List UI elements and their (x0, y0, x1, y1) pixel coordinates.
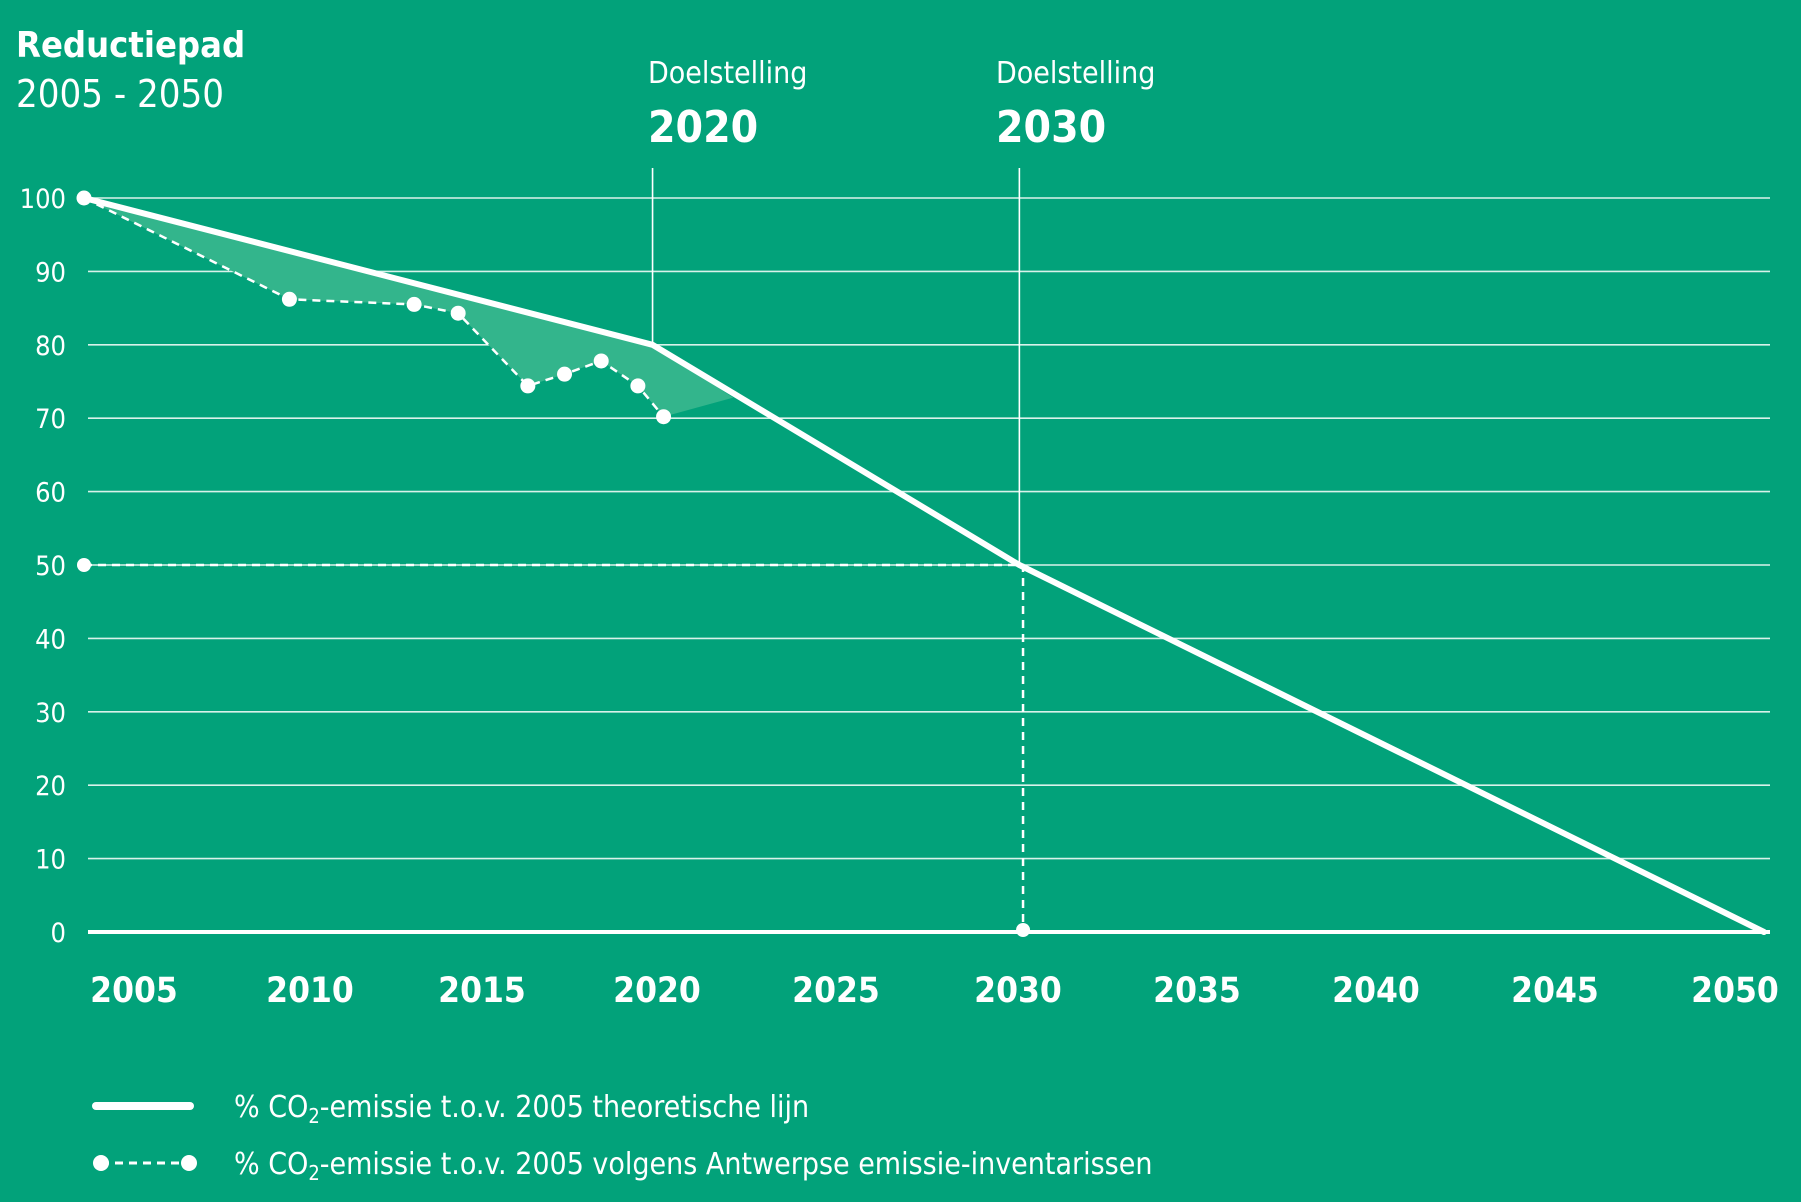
x-tick-label-2050: 2050 (1691, 971, 1779, 1011)
x-tick-label-2005: 2005 (90, 971, 178, 1011)
x-tick-label-2015: 2015 (438, 971, 526, 1011)
legend-label-subscript: 2 (308, 1161, 319, 1185)
series-inventory-line (83, 196, 665, 418)
legend-swatch-dot-left (93, 1155, 109, 1171)
target-year-2030: 2030 (996, 102, 1106, 153)
legend-label-suffix: -emissie t.o.v. 2005 volgens Antwerpse e… (320, 1147, 1153, 1182)
series-inventory-point-7 (630, 378, 646, 394)
y-tick-label-70: 70 (35, 404, 66, 435)
legend-label-suffix: -emissie t.o.v. 2005 theoretische lijn (320, 1090, 809, 1125)
series-inventory-point-3 (450, 305, 466, 321)
legend-label-prefix: % CO (234, 1147, 308, 1182)
y-tick-label-0: 0 (51, 918, 66, 949)
chart-subtitle: 2005 - 2050 (16, 72, 224, 116)
y-tick-label-20: 20 (35, 771, 66, 802)
target-label-2020: Doelstelling (648, 56, 807, 91)
guide-50-end-dot (1016, 923, 1031, 937)
y-tick-label-60: 60 (35, 478, 66, 509)
x-tick-label-2035: 2035 (1153, 971, 1241, 1011)
series-inventory-point-8 (656, 409, 672, 425)
gap-area-fill (84, 198, 734, 417)
gap-area (84, 198, 734, 417)
series-points (76, 190, 1031, 937)
target-year-2020: 2020 (648, 102, 758, 153)
target-markers: Doelstelling 2020 Doelstelling 2030 (648, 56, 1155, 565)
x-tick-label-2010: 2010 (266, 971, 354, 1011)
series-theoretical-line (81, 195, 1767, 935)
y-tick-label-30: 30 (35, 698, 66, 729)
series-inventory-point-4 (520, 378, 536, 394)
legend-swatch-dot-right (181, 1155, 197, 1171)
legend-label-prefix: % CO (234, 1090, 308, 1125)
guide-50-start-dot (77, 558, 91, 572)
series-lines (81, 195, 1767, 935)
y-tick-label-10: 10 (35, 845, 66, 876)
series-inventory-point-2 (406, 296, 422, 312)
y-tick-label-50: 50 (35, 551, 66, 582)
x-tick-label-2030: 2030 (974, 971, 1062, 1011)
x-tick-label-2025: 2025 (792, 971, 880, 1011)
x-axis-ticks: 2005 2010 2015 2020 2025 2030 2035 2040 2045 2050 (90, 971, 1779, 1011)
y-tick-label-100: 100 (20, 184, 66, 215)
series-inventory-point-6 (593, 353, 609, 369)
x-tick-label-2045: 2045 (1511, 971, 1599, 1011)
series-inventory-point-0 (76, 190, 92, 206)
legend-label-1: % CO2-emissie t.o.v. 2005 theoretische l… (234, 1090, 809, 1128)
x-tick-label-2040: 2040 (1332, 971, 1420, 1011)
y-tick-label-80: 80 (35, 331, 66, 362)
y-tick-label-90: 90 (35, 257, 66, 288)
y-tick-label-40: 40 (35, 624, 66, 655)
y-axis-ticks: 0 10 20 30 40 50 60 70 80 90 100 (20, 184, 66, 949)
x-tick-label-2020: 2020 (613, 971, 701, 1011)
legend-label-subscript: 2 (308, 1104, 319, 1128)
chart-legend: % CO2-emissie t.o.v. 2005 theoretische l… (92, 1090, 1152, 1185)
target-label-2030: Doelstelling (996, 56, 1155, 91)
series-inventory-point-1 (281, 291, 297, 307)
chart-title: Reductiepad (16, 25, 245, 66)
legend-label-2: % CO2-emissie t.o.v. 2005 volgens Antwer… (234, 1147, 1152, 1185)
series-inventory-point-5 (557, 366, 573, 382)
